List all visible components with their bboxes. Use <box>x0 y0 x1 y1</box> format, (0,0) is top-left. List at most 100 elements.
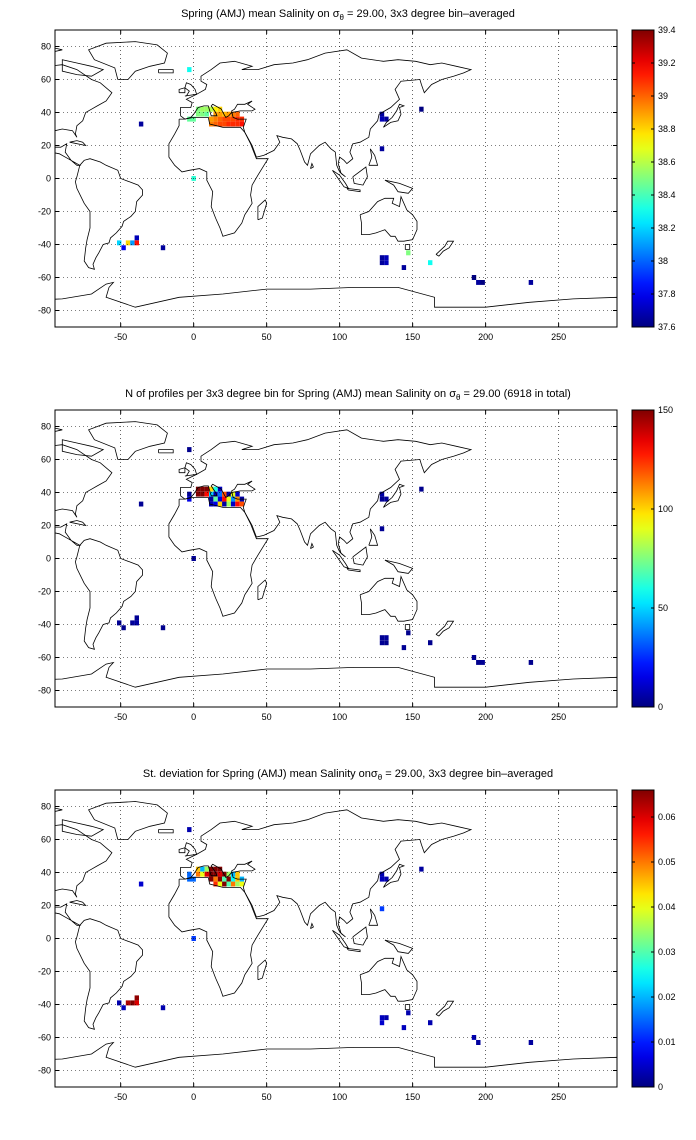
y-tick-label: 80 <box>41 42 51 52</box>
title-text: Spring (AMJ) mean Salinity on σ <box>181 8 340 20</box>
y-tick-label: 0 <box>46 174 51 184</box>
data-bin <box>121 625 126 631</box>
data-bin <box>213 116 218 122</box>
data-bin <box>138 121 144 127</box>
y-tick-label: -40 <box>38 240 51 250</box>
coastline <box>178 847 186 854</box>
data-bin <box>379 260 385 266</box>
data-bin <box>226 501 231 507</box>
coastline <box>168 497 269 617</box>
data-bin <box>384 1015 389 1021</box>
data-bin <box>239 501 245 507</box>
data-bin <box>187 496 192 502</box>
x-tick-label: 200 <box>478 332 493 342</box>
data-bin <box>428 1020 433 1026</box>
data-bin <box>222 496 227 502</box>
y-tick-label: 20 <box>41 521 51 531</box>
data-bin <box>230 496 236 502</box>
y-tick-label: -20 <box>38 967 51 977</box>
data-bin <box>471 1035 477 1040</box>
y-tick-label: 20 <box>41 141 51 151</box>
colorbar-tick-label: 0.01 <box>658 1037 676 1047</box>
coastline <box>61 819 105 837</box>
data-bin <box>130 240 135 246</box>
y-tick-label: 40 <box>41 488 51 498</box>
data-bin <box>200 106 205 112</box>
data-bin <box>235 501 240 507</box>
panel-title-salinity: Spring (AMJ) mean Salinity on σθ = 29.00… <box>0 8 696 22</box>
coastline <box>368 908 379 926</box>
data-bin <box>204 866 209 872</box>
colorbar-tick-label: 0.05 <box>658 857 676 867</box>
x-tick-label: 0 <box>191 1092 196 1102</box>
y-tick-label: 0 <box>46 554 51 564</box>
data-bin <box>406 1010 411 1016</box>
data-bin <box>187 447 192 453</box>
data-bin <box>125 1000 131 1006</box>
data-bin <box>204 106 209 112</box>
colorbar-scale <box>631 29 655 328</box>
data-bin <box>213 121 218 127</box>
map-layer <box>55 790 617 1087</box>
coastline <box>158 829 174 834</box>
data-bin <box>217 121 223 127</box>
colorbar-tick-label: 100 <box>658 504 673 514</box>
data-bin <box>204 486 209 492</box>
coastline <box>257 199 268 221</box>
data-bin <box>134 615 139 621</box>
data-bin <box>213 876 218 882</box>
data-bin <box>384 116 389 122</box>
coastline <box>404 1004 411 1010</box>
data-bin <box>428 260 433 266</box>
colorbar-tick-label: 37.6 <box>658 322 676 332</box>
data-bin <box>125 240 131 246</box>
data-bin <box>134 240 139 246</box>
coastline <box>69 520 87 527</box>
x-tick-label: 150 <box>405 332 420 342</box>
x-tick-label: 50 <box>262 332 272 342</box>
data-bin <box>222 881 227 887</box>
data-bin <box>428 640 433 646</box>
x-tick-label: 250 <box>551 332 566 342</box>
colorbar-tick-label: 0.06 <box>658 812 676 822</box>
data-bin <box>138 881 144 887</box>
colorbar-tick-label: 0.03 <box>658 947 676 957</box>
data-bin <box>230 881 236 887</box>
data-bin <box>195 871 201 877</box>
coastline <box>310 922 314 929</box>
coastline <box>310 162 314 169</box>
y-tick-label: 60 <box>41 455 51 465</box>
data-bin <box>222 501 227 507</box>
colorbar-tick-label: 50 <box>658 603 668 613</box>
data-bin <box>191 116 196 122</box>
data-bin <box>379 640 385 646</box>
data-bin <box>217 111 223 117</box>
data-bin <box>226 496 231 502</box>
data-bin <box>187 491 192 497</box>
title-text: St. deviation for Spring (AMJ) mean Sali… <box>142 768 378 780</box>
data-bin <box>239 121 245 127</box>
data-bin <box>230 876 236 882</box>
title-text: = 29.00 (6918 in total) <box>460 388 571 400</box>
data-bin <box>379 871 385 877</box>
colorbar-tick-label: 38.6 <box>658 157 676 167</box>
map-layer <box>55 410 617 707</box>
data-bin <box>213 866 218 872</box>
data-bin <box>384 255 389 261</box>
coastline <box>346 948 361 953</box>
colorbar-tick-label: 39.2 <box>658 58 676 68</box>
data-bin <box>230 871 236 877</box>
y-tick-label: -60 <box>38 653 51 663</box>
data-bin <box>187 827 192 833</box>
data-bin <box>187 871 192 877</box>
data-bin <box>195 486 201 492</box>
y-tick-label: -20 <box>38 587 51 597</box>
map-panel-1: -50 0 50 100 150 200 250 -80 -60 -40 -20 0 20 40 60 80 3… <box>38 25 676 342</box>
data-bin <box>406 250 411 256</box>
colorbar-tick-label: 38.8 <box>658 124 676 134</box>
colorbar-scale <box>631 789 655 1088</box>
data-bin <box>213 871 218 877</box>
data-bin <box>134 620 139 626</box>
data-bin <box>209 866 214 872</box>
data-bin <box>209 106 214 112</box>
